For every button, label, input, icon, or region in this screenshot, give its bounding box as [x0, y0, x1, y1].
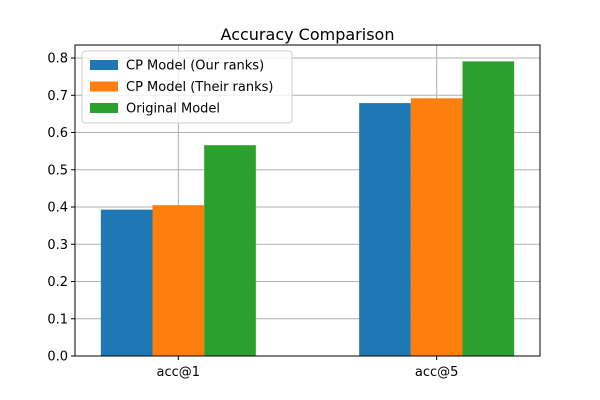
legend-swatch — [90, 60, 118, 70]
y-tick-label: 0.4 — [47, 201, 68, 216]
x-tick-label: acc@1 — [157, 365, 201, 380]
y-tick-label: 0.0 — [47, 350, 68, 365]
chart-title: Accuracy Comparison — [221, 25, 395, 44]
axis-ticks: 0.0 0.1 0.2 0.3 0.4 0.5 0.6 0.7 0.8 acc@1 acc@5 — [47, 52, 458, 380]
legend-label: CP Model (Their ranks) — [126, 80, 273, 95]
legend-box — [81, 50, 293, 124]
bar-acc-5-series-1 — [359, 103, 411, 356]
y-tick-label: 0.8 — [47, 52, 68, 67]
bar-acc-5-series-3 — [462, 61, 515, 356]
y-tick-label: 0.6 — [47, 126, 68, 141]
legend-swatch — [90, 103, 118, 113]
x-tick-label: acc@5 — [415, 365, 459, 380]
y-tick-label: 0.5 — [47, 163, 68, 178]
legend: CP Model (Our ranks) CP Model (Their rank… — [81, 50, 293, 124]
y-tick-label: 0.7 — [47, 89, 68, 104]
bar-acc-5-series-2 — [410, 98, 463, 356]
legend-swatch — [90, 81, 118, 92]
bars — [100, 61, 515, 356]
legend-label: CP Model (Our ranks) — [126, 59, 264, 74]
y-tick-label: 0.3 — [47, 238, 68, 253]
bar-acc-1-series-2 — [152, 205, 205, 356]
legend-label: Original Model — [126, 102, 220, 117]
axes-frame — [74, 44, 541, 357]
y-tick-label: 0.2 — [47, 275, 68, 290]
bar-acc-1-series-3 — [204, 145, 256, 356]
y-tick-label: 0.1 — [47, 312, 68, 327]
bar-acc-1-series-1 — [100, 209, 153, 356]
